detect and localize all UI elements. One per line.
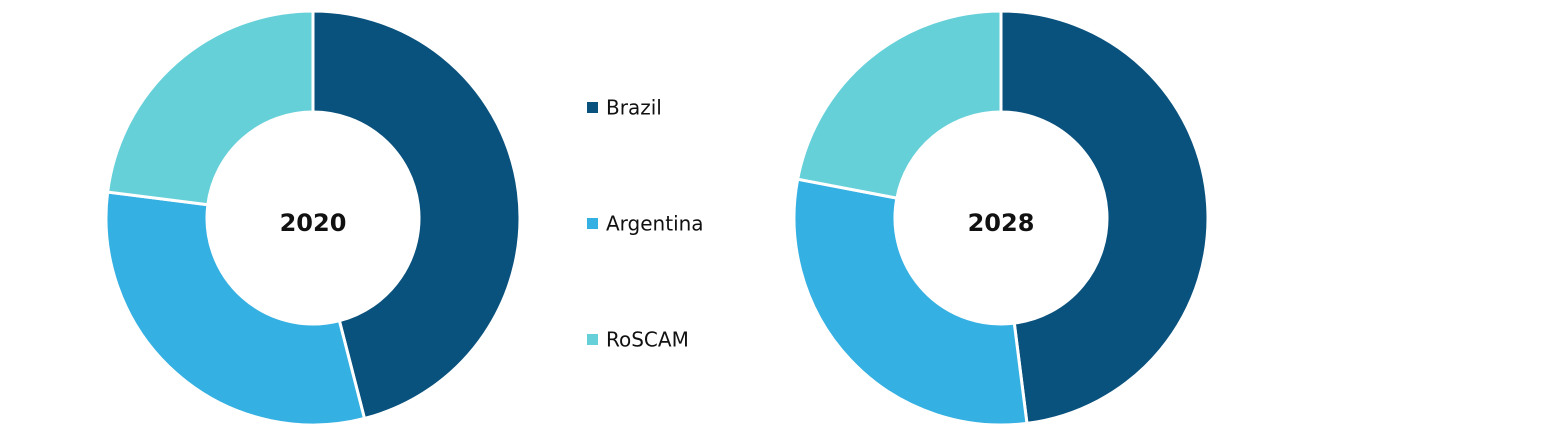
donut-slice bbox=[311, 9, 522, 421]
legend-swatch bbox=[587, 218, 598, 229]
legend-swatch bbox=[587, 334, 598, 345]
donut-slice bbox=[795, 9, 1003, 200]
center-label: 2028 bbox=[968, 209, 1035, 237]
donut-slice bbox=[792, 177, 1029, 427]
legend-label: Brazil bbox=[606, 96, 662, 120]
legend-label: Argentina bbox=[606, 212, 704, 236]
legend-swatch bbox=[587, 102, 598, 113]
donut-slice bbox=[105, 9, 315, 207]
center-label: 2020 bbox=[280, 209, 347, 237]
donut-slice bbox=[104, 190, 367, 427]
donut-slice bbox=[999, 9, 1210, 426]
legend-label: RoSCAM bbox=[606, 328, 689, 352]
